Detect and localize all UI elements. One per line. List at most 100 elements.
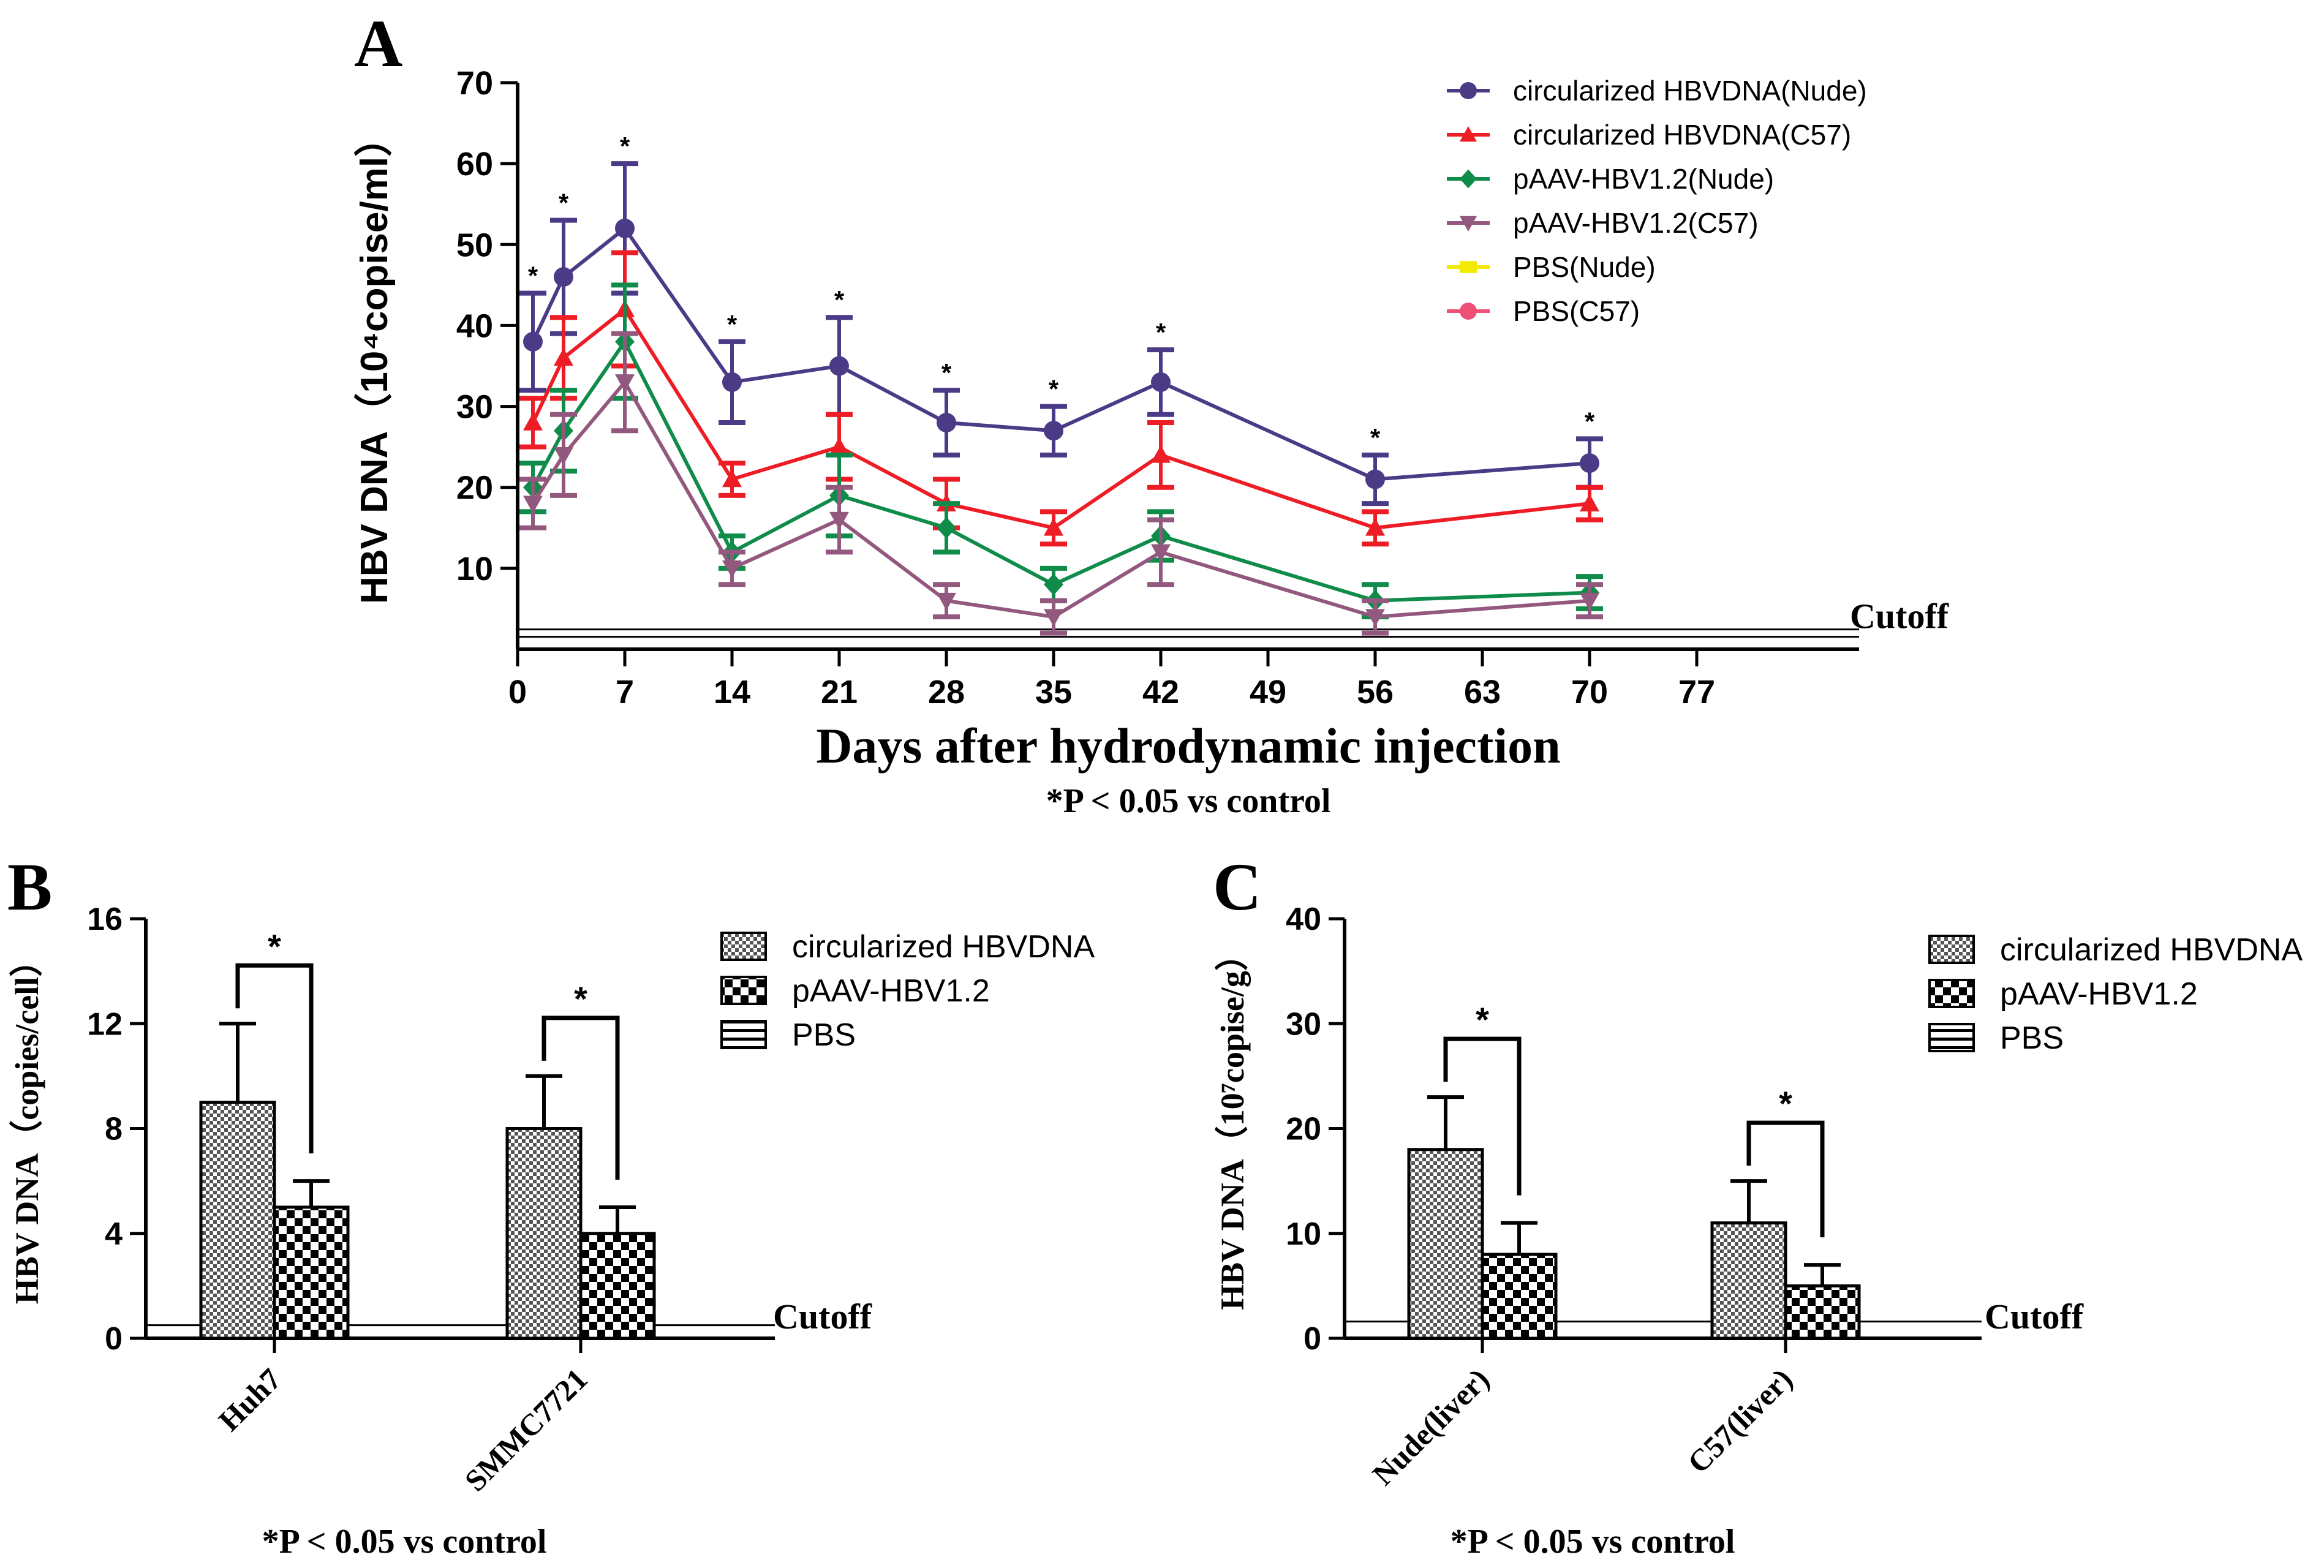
panel-a-x-tick-label: 77 xyxy=(1678,674,1715,710)
panel-a-y-axis-label: HBV DNA（10⁴copise/ml） xyxy=(353,119,396,604)
series-line xyxy=(531,379,1590,619)
legend-label: circularized HBVDNA xyxy=(792,929,1095,965)
panel-letter-a: A xyxy=(354,6,402,81)
panel-a-x-tick-label: 56 xyxy=(1357,674,1394,710)
data-point xyxy=(1044,518,1063,536)
legend-label: pAAV-HBV1.2 xyxy=(2000,976,2198,1012)
panel-c-significance-note: *P < 0.05 vs control xyxy=(1451,1523,1735,1561)
legend-swatch xyxy=(720,932,767,961)
data-point xyxy=(1580,592,1599,611)
significance-bracket xyxy=(1746,1120,1825,1238)
panel-c-y-axis-label: HBV DNA（10⁷copise/g） xyxy=(1214,938,1251,1310)
data-point xyxy=(615,218,635,238)
panel-b-bar-chart: 0 4 8 12 16 Cutoff * Huh7 * SMMC7721 circularize… xyxy=(9,902,1095,1561)
bar-large-check xyxy=(579,1232,656,1340)
panel-b-significance-note: *P < 0.05 vs control xyxy=(262,1523,547,1561)
category-label: Nude(liver) xyxy=(1365,1362,1495,1491)
significance-star: * xyxy=(1585,407,1595,435)
legend-label: PBS(C57) xyxy=(1513,295,1640,327)
legend-marker xyxy=(1460,126,1477,142)
panel-a-y-tick-label: 10 xyxy=(456,551,493,587)
data-point xyxy=(1365,609,1385,627)
panel-a-x-tick-label: 21 xyxy=(821,674,858,710)
significance-star: * xyxy=(1156,318,1166,347)
series-3 xyxy=(519,331,1603,636)
y-tick-label: 8 xyxy=(105,1112,123,1147)
significance-star: * xyxy=(1049,375,1059,404)
y-tick-label: 0 xyxy=(105,1321,123,1357)
significance-star: * xyxy=(1476,1000,1489,1039)
panel-a-cutoff: Cutoff xyxy=(518,597,1949,638)
series-0 xyxy=(519,161,1603,507)
legend-label: circularized HBVDNA(Nude) xyxy=(1513,75,1867,107)
series-line xyxy=(531,306,1590,530)
panel-a-x-tick-label: 42 xyxy=(1142,674,1179,710)
bar-dense-check xyxy=(1710,1221,1787,1340)
significance-star: * xyxy=(620,132,630,160)
panel-a-x-tick-label: 63 xyxy=(1464,674,1501,710)
bar-dense-check xyxy=(1407,1148,1484,1340)
y-tick-label: 0 xyxy=(1303,1321,1321,1357)
panel-a-x-tick-label: 14 xyxy=(714,674,750,710)
legend-label: PBS xyxy=(792,1017,856,1053)
category-label: Huh7 xyxy=(212,1362,288,1438)
data-point xyxy=(1365,518,1385,536)
data-point xyxy=(554,348,573,366)
cutoff-label: Cutoff xyxy=(773,1297,872,1336)
data-point xyxy=(1580,453,1599,473)
data-point xyxy=(523,331,543,352)
panel-letter-c: C xyxy=(1213,850,1261,924)
significance-star: * xyxy=(574,979,587,1018)
legend-marker xyxy=(1460,216,1477,232)
panel-a-x-tick-label: 35 xyxy=(1035,674,1072,710)
data-point xyxy=(722,372,742,392)
panel-a-significance-note: *P < 0.05 vs control xyxy=(1046,782,1331,820)
panel-a-x-tick-label: 70 xyxy=(1571,674,1608,710)
panel-b-legend: circularized HBVDNA pAAV-HBV1.2 PBS xyxy=(720,929,1095,1053)
panel-a-y-tick-label: 60 xyxy=(456,146,493,183)
legend-label: pAAV-HBV1.2(C57) xyxy=(1513,207,1759,239)
legend-label: PBS xyxy=(2000,1020,2064,1056)
bar-large-check xyxy=(273,1205,350,1340)
panel-c-legend: circularized HBVDNA pAAV-HBV1.2 PBS xyxy=(1928,932,2303,1056)
legend-marker xyxy=(1460,169,1477,189)
bar-large-check xyxy=(1481,1253,1558,1340)
panel-letter-b: B xyxy=(7,850,52,924)
significance-star: * xyxy=(268,927,281,965)
data-point xyxy=(523,496,543,514)
panel-a-axes: 0 7 14 21 28 35 42 49 56 63 70 77 10 20 30 40 50 60 70 xyxy=(456,65,1859,710)
legend-label: PBS(Nude) xyxy=(1513,251,1656,283)
panel-a-significance: * * * * * * * * * * xyxy=(528,132,1595,452)
legend-label: circularized HBVDNA(C57) xyxy=(1513,119,1851,151)
panel-a-x-tick-label: 0 xyxy=(508,674,527,710)
significance-star: * xyxy=(834,285,845,314)
panel-a-cutoff-label: Cutoff xyxy=(1850,597,1949,636)
data-point xyxy=(1044,609,1063,627)
legend-swatch xyxy=(1928,979,1975,1008)
panel-a-x-tick-label: 7 xyxy=(616,674,634,710)
panel-a-y-tick-label: 40 xyxy=(456,307,493,344)
series-1 xyxy=(519,250,1603,547)
panel-a-x-tick-label: 49 xyxy=(1250,674,1286,710)
legend-label: pAAV-HBV1.2 xyxy=(792,973,990,1009)
y-tick-label: 10 xyxy=(1286,1216,1321,1252)
data-point xyxy=(1151,445,1171,463)
legend-swatch xyxy=(720,1020,767,1049)
panel-c-axes: 0 10 20 30 40 Cutoff xyxy=(1286,902,2084,1357)
data-point xyxy=(554,267,573,287)
y-tick-label: 12 xyxy=(87,1006,123,1042)
panel-a-series xyxy=(519,161,1603,636)
panel-b-bars: * Huh7 * SMMC7721 xyxy=(199,927,656,1498)
y-tick-label: 20 xyxy=(1286,1112,1321,1147)
significance-star: * xyxy=(559,189,569,217)
data-point xyxy=(829,356,849,376)
cutoff-label: Cutoff xyxy=(1985,1297,2084,1336)
legend-swatch xyxy=(720,976,767,1005)
panel-a-y-tick-label: 70 xyxy=(456,65,493,102)
data-point xyxy=(722,560,742,578)
significance-star: * xyxy=(1779,1084,1792,1123)
data-point xyxy=(615,374,635,392)
legend-swatch xyxy=(1928,935,1975,964)
panel-a-x-axis-label: Days after hydrodynamic injection xyxy=(816,718,1561,774)
